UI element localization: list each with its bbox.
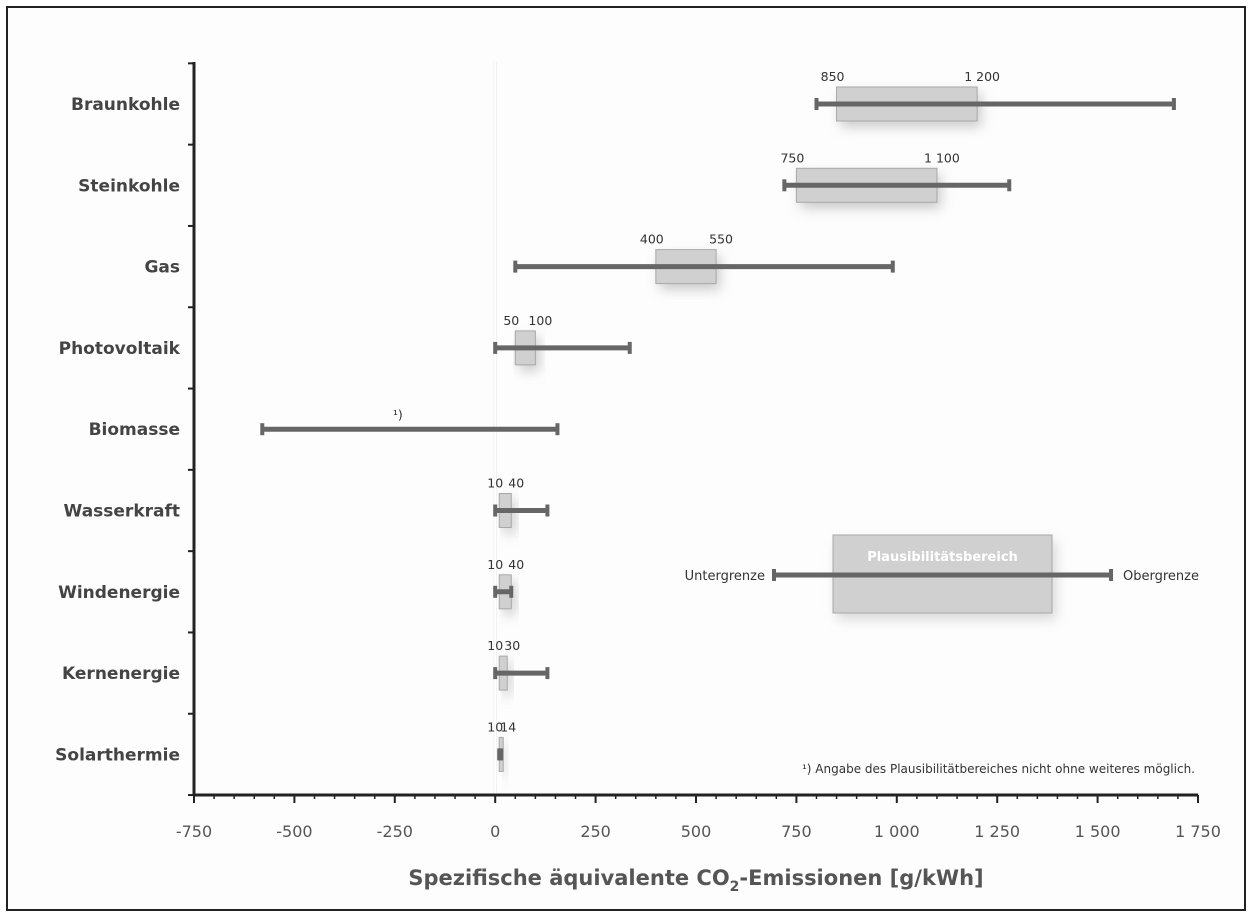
category-label-gas: Gas (144, 258, 180, 278)
x-axis-label-suffix: -Emissionen [g/kWh] (739, 866, 983, 890)
plausibility-low-label-kernenergie: 10 (487, 638, 503, 653)
category-label-braunkohle: Braunkohle (71, 95, 180, 115)
legend-box-label: Plausibilitätsbereich (867, 550, 1018, 565)
y-axis: Braunkohle Steinkohle Gas Photovoltaik Bioma… (55, 62, 196, 797)
category-label-kernenergie: Kernenergie (62, 664, 180, 684)
x-tick-label: -500 (276, 822, 312, 841)
plausibility-low-label-braunkohle: 850 (821, 69, 845, 84)
category-label-photovoltaik: Photovoltaik (59, 339, 181, 359)
plausibility-low-label-photovoltaik: 50 (503, 313, 519, 328)
category-label-biomasse: Biomasse (89, 420, 180, 440)
chart-frame (6, 6, 1246, 911)
plausibility-low-label-wasserkraft: 10 (487, 476, 503, 491)
plausibility-high-label-steinkohle: 1 100 (924, 150, 960, 165)
x-tick-label: 1 500 (1075, 822, 1121, 841)
category-label-solarthermie: Solarthermie (55, 745, 180, 765)
legend: Plausibilitätsbereich Untergrenze Obergren… (685, 534, 1199, 619)
x-tick-label: -750 (176, 822, 212, 841)
range-note-biomasse: ¹) (393, 407, 403, 422)
plausibility-high-label-wasserkraft: 40 (508, 476, 524, 491)
x-tick-label: -250 (377, 822, 413, 841)
category-label-wasserkraft: Wasserkraft (64, 502, 180, 522)
x-tick-label: 0 (490, 822, 500, 841)
x-axis-label-prefix: Spezifische äquivalente CO (408, 866, 729, 890)
x-tick-label: 750 (781, 822, 812, 841)
plausibility-high-label-gas: 550 (709, 232, 733, 247)
plausibility-high-label-solarthermie: 14 (500, 719, 516, 734)
x-axis-label-subscript: 2 (730, 879, 740, 895)
plausibility-low-label-gas: 400 (640, 232, 664, 247)
x-tick-label: 1 750 (1175, 822, 1221, 841)
category-label-steinkohle: Steinkohle (78, 176, 180, 196)
plausibility-low-label-solarthermie: 10 (487, 719, 503, 734)
plausibility-high-label-photovoltaik: 100 (528, 313, 552, 328)
plausibility-high-label-braunkohle: 1 200 (964, 69, 1000, 84)
plausibility-high-label-windenergie: 40 (508, 557, 524, 572)
x-tick-label: 500 (681, 822, 712, 841)
category-label-windenergie: Windenergie (58, 583, 180, 603)
x-tick-label: 1 000 (874, 822, 920, 841)
footnote: ¹) Angabe des Plausibilitätbereiches nic… (802, 762, 1195, 776)
x-tick-label: 1 250 (974, 822, 1020, 841)
x-tick-label: 250 (580, 822, 611, 841)
legend-high-label: Obergrenze (1123, 569, 1199, 584)
plausibility-box-shadow-solarthermie (503, 743, 508, 778)
x-axis: -750 -500 -250 0 250 500 750 1 000 1 250 1 500 1 7… (176, 793, 1221, 841)
plausibility-high-label-kernenergie: 30 (504, 638, 520, 653)
plausibility-low-label-steinkohle: 750 (780, 150, 804, 165)
plausibility-low-label-windenergie: 10 (487, 557, 503, 572)
x-axis-label: Spezifische äquivalente CO2-Emissionen [… (408, 866, 983, 895)
legend-low-label: Untergrenze (685, 569, 765, 584)
